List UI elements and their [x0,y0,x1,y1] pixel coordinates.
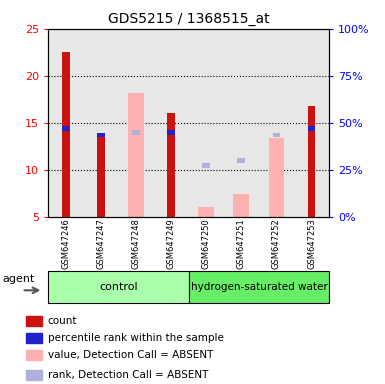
Bar [308,106,315,217]
Bar [269,138,285,217]
Bar [26,370,42,380]
Bar [189,29,224,217]
Bar [259,29,294,217]
Bar [294,29,329,217]
Bar [62,126,70,131]
Bar [224,29,259,217]
Text: value, Detection Call = ABSENT: value, Detection Call = ABSENT [48,350,213,360]
Text: hydrogen-saturated water: hydrogen-saturated water [191,282,327,292]
Bar [128,93,144,217]
Bar [48,271,189,303]
Bar [233,194,249,217]
Text: percentile rank within the sample: percentile rank within the sample [48,333,223,343]
Bar [97,133,105,137]
Bar [167,130,175,135]
Bar [198,207,214,217]
Bar [26,350,42,360]
Bar [132,130,140,135]
Bar [119,29,154,217]
Title: GDS5215 / 1368515_at: GDS5215 / 1368515_at [108,12,270,26]
Bar [308,126,315,131]
Bar [189,271,329,303]
Bar [48,29,83,217]
Bar [203,163,210,167]
Bar [26,316,42,326]
Text: rank, Detection Call = ABSENT: rank, Detection Call = ABSENT [48,370,208,380]
Bar [83,29,119,217]
Text: agent: agent [2,274,35,284]
Bar [62,52,70,217]
Bar [26,333,42,343]
Bar [238,158,245,163]
Bar [154,29,189,217]
Text: count: count [48,316,77,326]
Bar [167,113,175,217]
Text: control: control [99,282,138,292]
Bar [273,133,280,137]
Bar [97,134,105,217]
